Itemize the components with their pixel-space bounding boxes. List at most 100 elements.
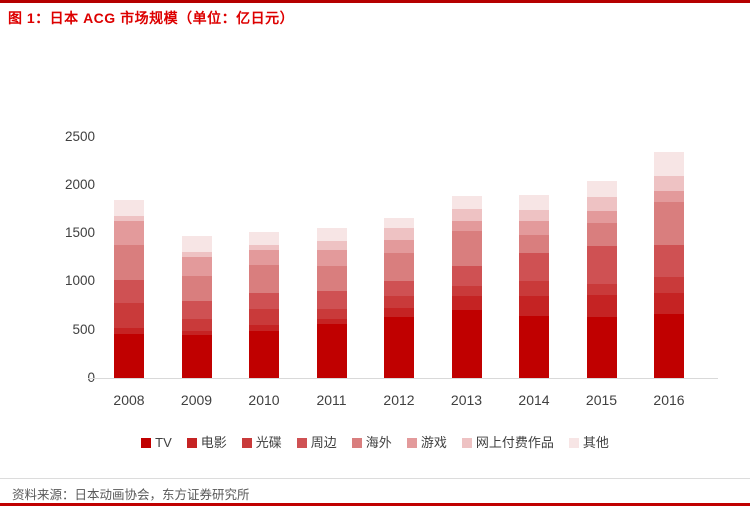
legend-label: TV — [155, 435, 172, 450]
legend-item: 游戏 — [406, 435, 447, 450]
bar-segment-光碟 — [654, 276, 684, 293]
x-tick-label: 2011 — [316, 392, 347, 408]
bar-segment-游戏 — [316, 249, 347, 266]
figure-title: 图 1：日本 ACG 市场规模（单位：亿日元） — [8, 10, 295, 26]
bar-segment-TV — [586, 316, 617, 378]
legend-item: 光碟 — [241, 435, 282, 450]
bar-segment-电影 — [384, 307, 414, 318]
bar-segment-TV — [316, 323, 347, 378]
legend-swatch-icon — [241, 438, 252, 448]
legend-item: 网上付费作品 — [461, 436, 554, 450]
bar-segment-其他 — [654, 151, 684, 176]
footer-divider — [0, 478, 750, 479]
bar-segment-海外 — [654, 202, 684, 246]
legend-label: 电影 — [200, 435, 227, 450]
bar-segment-光碟 — [451, 285, 482, 296]
legend-swatch-icon — [141, 438, 152, 448]
bar-segment-光碟 — [114, 302, 144, 329]
bar-segment-电影 — [586, 295, 617, 317]
y-tick-label: 500 — [72, 321, 95, 337]
bar-segment-其他 — [586, 181, 617, 197]
bar-segment-电影 — [316, 318, 347, 324]
stacked-bar-2015 — [586, 181, 617, 378]
bar-segment-海外 — [249, 264, 279, 293]
bar-segment-光碟 — [384, 295, 414, 308]
bar-segment-光碟 — [586, 283, 617, 296]
legend-swatch-icon — [406, 438, 417, 448]
legend-label: 周边 — [310, 435, 337, 450]
legend-item: 周边 — [296, 435, 337, 450]
bar-segment-TV — [654, 314, 684, 378]
stacked-bar-2012 — [384, 218, 414, 378]
stacked-bar-2010 — [249, 232, 279, 378]
bar-segment-海外 — [181, 276, 212, 301]
bar-segment-TV — [114, 334, 144, 378]
stacked-bar-2008 — [114, 200, 144, 378]
legend-label: 光碟 — [255, 435, 282, 450]
x-tick-label: 2009 — [180, 392, 213, 408]
bar-segment-网上付费作品 — [316, 241, 347, 250]
bar-segment-电影 — [249, 324, 279, 331]
bar-segment-光碟 — [316, 308, 347, 319]
bar-segment-周边 — [114, 280, 144, 303]
legend-swatch-icon — [568, 438, 579, 448]
bar-segment-电影 — [114, 328, 144, 335]
bar-segment-TV — [181, 335, 212, 378]
legend-swatch-icon — [186, 438, 197, 448]
bar-segment-其他 — [451, 196, 482, 210]
bar-segment-游戏 — [586, 210, 617, 223]
legend-label: 游戏 — [420, 435, 447, 450]
x-tick-label: 2014 — [518, 392, 550, 408]
bar-segment-周边 — [519, 252, 549, 282]
bar-segment-周边 — [249, 292, 279, 309]
bar-segment-TV — [451, 310, 482, 378]
x-tick-label: 2015 — [585, 392, 618, 408]
bar-segment-其他 — [384, 218, 414, 229]
bar-segment-网上付费作品 — [384, 228, 414, 240]
legend-swatch-icon — [296, 438, 307, 448]
legend-item: TV — [141, 436, 172, 450]
legend-item: 海外 — [351, 435, 392, 450]
bar-segment-网上付费作品 — [249, 245, 279, 250]
bar-segment-游戏 — [249, 249, 279, 265]
bar-segment-游戏 — [114, 220, 144, 245]
bottom-divider — [0, 503, 750, 506]
bar-segment-TV — [384, 317, 414, 378]
bar-segment-电影 — [654, 292, 684, 315]
y-tick-label: 2500 — [64, 128, 95, 144]
bar-segment-电影 — [519, 295, 549, 316]
bar-segment-周边 — [181, 300, 212, 320]
stacked-bar-2016 — [654, 151, 684, 378]
bar-segment-游戏 — [451, 221, 482, 232]
x-tick-label: 2008 — [113, 392, 145, 408]
bar-segment-周边 — [384, 280, 414, 296]
data-source-note: 资料来源：日本动画协会，东方证券研究所 — [12, 488, 250, 502]
bar-segment-周边 — [451, 265, 482, 286]
bar-segment-海外 — [316, 265, 347, 291]
bar-segment-电影 — [181, 331, 212, 336]
bar-segment-海外 — [586, 222, 617, 247]
bar-segment-游戏 — [654, 190, 684, 203]
chart-legend: TV 电影 光碟 周边 海外 游戏 网上付费作品 其他 — [0, 433, 750, 453]
bar-segment-周边 — [586, 246, 617, 284]
y-tick-label: 1000 — [64, 273, 95, 289]
bar-segment-网上付费作品 — [451, 209, 482, 222]
stacked-bar-2013 — [451, 196, 482, 378]
bar-segment-海外 — [114, 244, 144, 281]
top-divider — [0, 0, 750, 3]
stacked-bar-2011 — [316, 228, 347, 378]
bar-segment-光碟 — [519, 281, 549, 296]
bar-segment-电影 — [451, 295, 482, 311]
stacked-bar-2009 — [181, 235, 212, 378]
legend-label: 海外 — [365, 435, 392, 450]
bar-segment-周边 — [654, 245, 684, 277]
bar-segment-游戏 — [384, 239, 414, 253]
bar-segment-海外 — [384, 252, 414, 281]
x-tick-label: 2012 — [383, 392, 415, 408]
x-tick-label: 2013 — [450, 392, 483, 408]
bar-segment-光碟 — [249, 308, 279, 325]
y-tick-label: 0 — [33, 370, 95, 386]
bar-segment-海外 — [451, 231, 482, 266]
y-tick-label: 1500 — [64, 225, 95, 241]
